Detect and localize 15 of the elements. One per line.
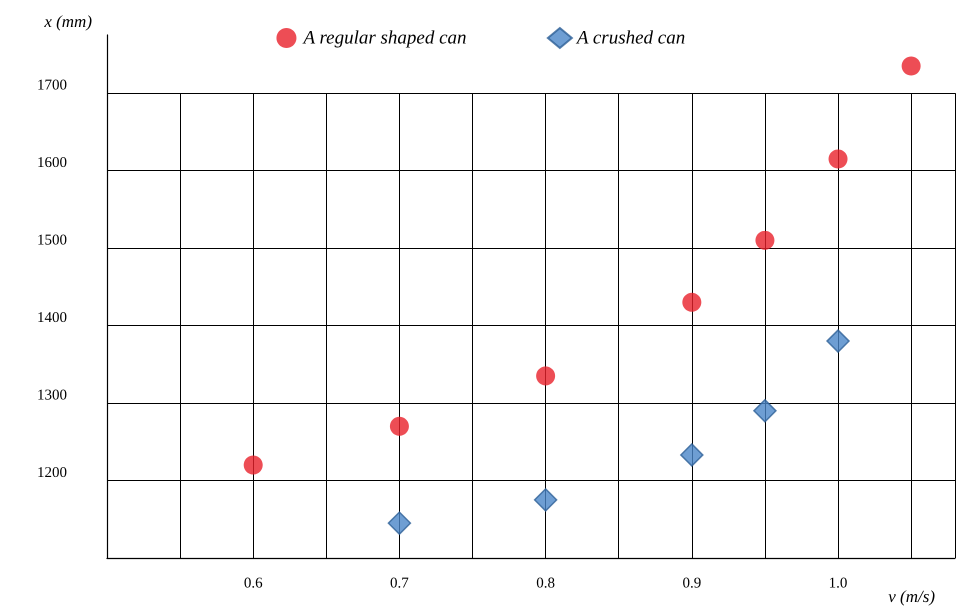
y-tick-label: 1500 [37, 232, 67, 249]
x-tick-label: 0.8 [536, 576, 555, 592]
y-tick-label: 1300 [37, 388, 67, 404]
y-tick-label: 1400 [37, 310, 67, 326]
x-axis-title: v (m/s) [888, 587, 936, 606]
y-tick-label: 1700 [37, 78, 67, 94]
x-tick-label: 1.0 [828, 576, 848, 592]
x-tick-label: 0.9 [682, 576, 702, 592]
y-tick-label: 1600 [37, 155, 67, 172]
legend-label: A crushed can [574, 28, 686, 48]
y-axis-title: x (mm) [43, 12, 92, 31]
x-tick-label: 0.7 [390, 576, 410, 592]
legend-label: A regular shaped can [301, 28, 467, 48]
y-tick-label: 1200 [37, 465, 67, 482]
x-tick-label: 0.6 [244, 576, 264, 592]
